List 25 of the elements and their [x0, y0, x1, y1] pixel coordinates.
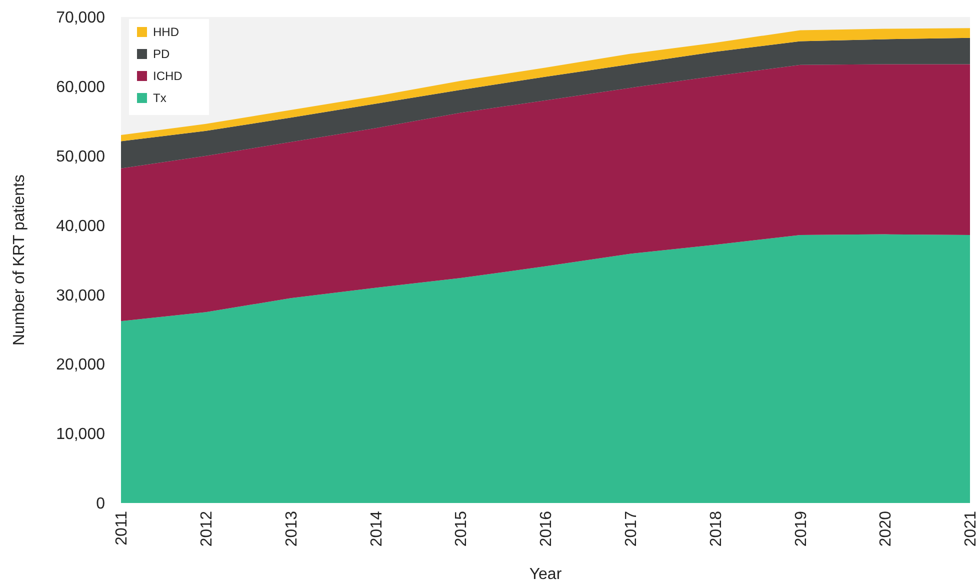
x-axis-title: Year [529, 566, 562, 583]
x-tick-label: 2011 [114, 510, 131, 546]
y-tick-label: 60,000 [56, 79, 106, 96]
x-tick-label: 2020 [878, 510, 895, 547]
x-tick-label: 2012 [198, 510, 216, 547]
legend-label: HHD [153, 25, 180, 40]
y-tick-label: 50,000 [56, 148, 106, 166]
y-tick-label: 20,000 [56, 356, 106, 374]
x-tick-label: 2015 [453, 510, 470, 547]
legend-label: ICHD [153, 69, 183, 84]
x-tick-label: 2018 [708, 510, 725, 547]
y-tick-label: 30,000 [56, 287, 106, 304]
y-tick-label: 0 [96, 496, 106, 513]
y-tick-label: 70,000 [56, 10, 106, 27]
x-tick-label: 2016 [538, 510, 556, 547]
x-tick-label: 2017 [623, 510, 640, 547]
x-tick-label: 2021 [962, 510, 978, 547]
y-tick-label: 10,000 [56, 426, 106, 444]
legend-label: Tx [153, 91, 166, 106]
x-tick-label: 2019 [792, 510, 810, 547]
x-tick-label: 2014 [368, 510, 386, 547]
y-tick-label: 40,000 [56, 218, 106, 235]
legend-label: PD [153, 47, 170, 62]
y-axis-title: Number of KRT patients [11, 174, 28, 346]
x-tick-label: 2013 [283, 510, 300, 547]
